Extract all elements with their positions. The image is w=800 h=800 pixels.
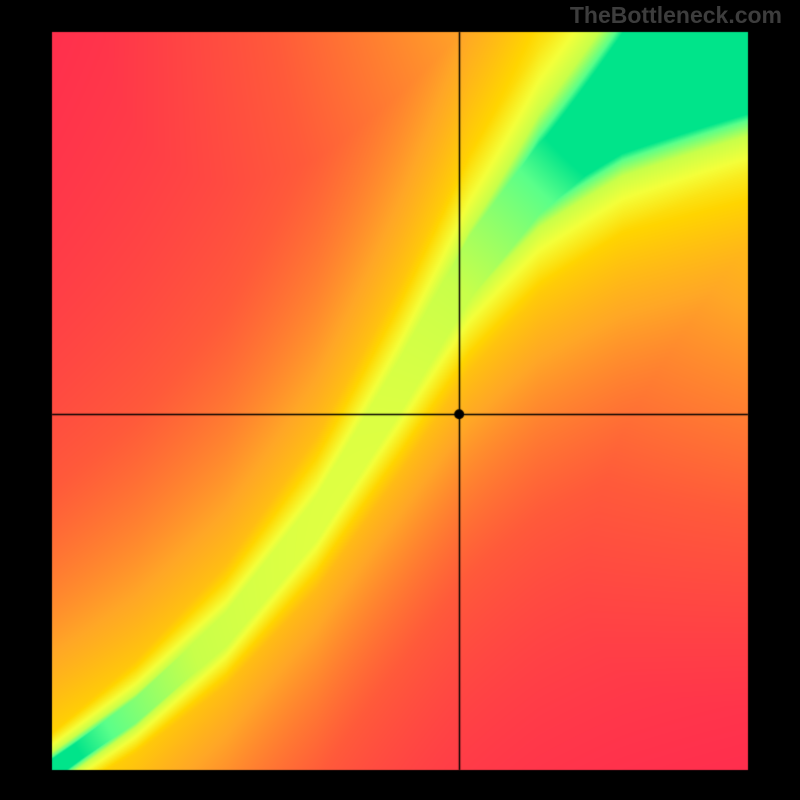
watermark-text: TheBottleneck.com — [570, 2, 782, 29]
crosshair-overlay — [0, 0, 800, 800]
